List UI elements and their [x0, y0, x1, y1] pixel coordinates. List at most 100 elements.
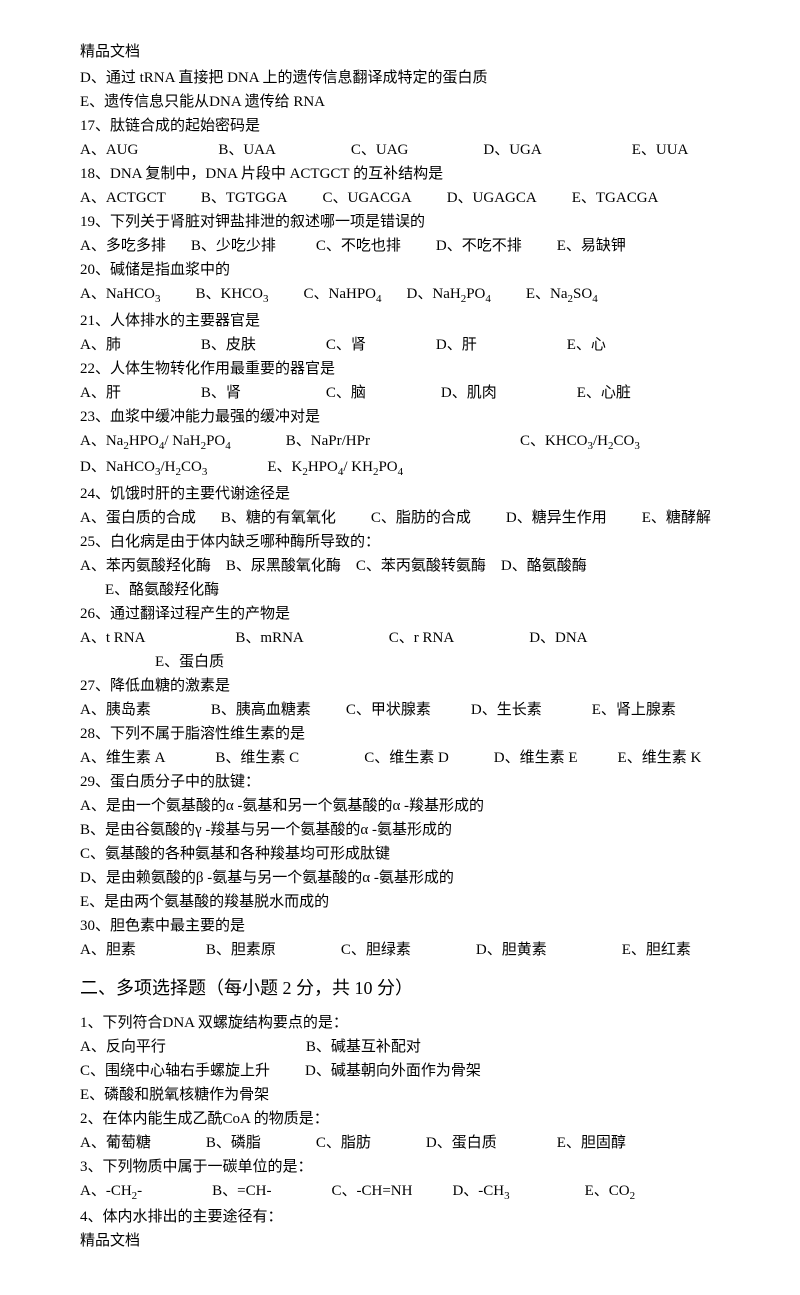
option: E、CO2: [585, 1179, 636, 1206]
option: A、多吃多排: [80, 234, 166, 258]
option: D、肌肉: [441, 381, 497, 405]
option: E、TGACGA: [572, 186, 659, 210]
option-row: A、胰岛素B、胰高血糖素C、甲状腺素D、生长素E、肾上腺素: [80, 698, 720, 722]
option-row: A、维生素 AB、维生素 CC、维生素 DD、维生素 EE、维生素 K: [80, 746, 720, 770]
option: D、酪氨酸酶: [501, 554, 587, 578]
section-title: 二、多项选择题（每小题 2 分，共 10 分）: [80, 974, 720, 1003]
footer: 精品文档: [80, 1229, 720, 1253]
option: D、维生素 E: [494, 746, 578, 770]
option: C、肾: [326, 333, 366, 357]
option: C、围绕中心轴右手螺旋上升: [80, 1059, 270, 1083]
option: B、=CH-: [212, 1179, 271, 1203]
option-row: D、NaHCO3/H2CO3 E、K2HPO4/ KH2PO4: [80, 455, 720, 482]
question: 29、蛋白质分子中的肽键：: [80, 770, 720, 794]
option-row: A、蛋白质的合成B、糖的有氧氧化C、脂肪的合成D、糖异生作用E、糖酵解: [80, 506, 720, 530]
option: C、脑: [326, 381, 366, 405]
option: E、维生素 K: [618, 746, 702, 770]
question: 22、人体生物转化作用最重要的器官是: [80, 357, 720, 381]
option: B、mRNA: [235, 626, 303, 650]
option: D、DNA: [529, 626, 587, 650]
option: C、NaHPO4: [304, 282, 382, 309]
option: B、KHCO3: [196, 282, 269, 309]
option: E、心脏: [577, 381, 631, 405]
option: A、肝: [80, 381, 121, 405]
option-row: C、围绕中心轴右手螺旋上升 D、碱基朝向外面作为骨架: [80, 1059, 720, 1083]
option: B、糖的有氧氧化: [221, 506, 336, 530]
option: D、UGAGCA: [447, 186, 537, 210]
option: B、维生素 C: [215, 746, 299, 770]
option: D、胆黄素: [476, 938, 547, 962]
option: C、UAG: [351, 138, 409, 162]
option: A、-CH2-: [80, 1179, 142, 1206]
option: A、苯丙氨酸羟化酶: [80, 554, 211, 578]
option: C、甲状腺素: [346, 698, 431, 722]
option: D、是由赖氨酸的β -氨基与另一个氨基酸的α -氨基形成的: [80, 866, 720, 890]
question: 25、白化病是由于体内缺乏哪种酶所导致的：: [80, 530, 720, 554]
option: B、胆素原: [206, 938, 276, 962]
option: C、-CH=NH: [331, 1179, 412, 1203]
option: D、NaH2PO4: [407, 282, 491, 309]
option: D、生长素: [471, 698, 542, 722]
option: B、肾: [201, 381, 241, 405]
option: D、糖异生作用: [506, 506, 607, 530]
option: C、氨基酸的各种氨基和各种羧基均可形成肽键: [80, 842, 720, 866]
option-row: A、t RNAB、mRNAC、r RNAD、DNAE、蛋白质: [80, 626, 720, 674]
option: B、尿黑酸氧化酶: [226, 554, 341, 578]
question: 4、体内水排出的主要途径有：: [80, 1205, 720, 1229]
question: 2、在体内能生成乙酰CoA 的物质是：: [80, 1107, 720, 1131]
question: 3、下列物质中属于一碳单位的是：: [80, 1155, 720, 1179]
option: C、UGACGA: [323, 186, 412, 210]
option: D、UGA: [483, 138, 541, 162]
option: E、遗传信息只能从DNA 遗传给 RNA: [80, 90, 720, 114]
option: A、是由一个氨基酸的α -氨基和另一个氨基酸的α -羧基形成的: [80, 794, 720, 818]
option: E、心: [567, 333, 606, 357]
option: B、少吃少排: [191, 234, 276, 258]
option: C、维生素 D: [364, 746, 449, 770]
option: A、肺: [80, 333, 121, 357]
question: 27、降低血糖的激素是: [80, 674, 720, 698]
option: D、NaHCO3/H2CO3: [80, 455, 207, 482]
question: 24、饥饿时肝的主要代谢途径是: [80, 482, 720, 506]
option: E、肾上腺素: [592, 698, 676, 722]
option: A、胆素: [80, 938, 136, 962]
option: A、t RNA: [80, 626, 145, 650]
option-row: A、-CH2-B、=CH-C、-CH=NHD、-CH3E、CO2: [80, 1179, 720, 1206]
option: D、蛋白质: [426, 1131, 497, 1155]
question: 18、DNA 复制中，DNA 片段中 ACTGCT 的互补结构是: [80, 162, 720, 186]
option: C、不吃也排: [316, 234, 401, 258]
option-row: A、Na2HPO4/ NaH2PO4B、NaPr/HPrC、KHCO3/H2CO…: [80, 429, 720, 456]
question: 30、胆色素中最主要的是: [80, 914, 720, 938]
option: C、胆绿素: [341, 938, 411, 962]
option: E、蛋白质: [155, 650, 224, 674]
question: 23、血浆中缓冲能力最强的缓冲对是: [80, 405, 720, 429]
option-row: A、反向平行B、碱基互补配对: [80, 1035, 720, 1059]
option: C、苯丙氨酸转氨酶: [356, 554, 486, 578]
header: 精品文档: [80, 40, 720, 64]
option: B、皮肤: [201, 333, 256, 357]
option: D、通过 tRNA 直接把 DNA 上的遗传信息翻译成特定的蛋白质: [80, 66, 720, 90]
option-row: A、胆素 B、胆素原 C、胆绿素 D、胆黄素 E、胆红素: [80, 938, 720, 962]
option: A、NaHCO3: [80, 282, 161, 309]
option: E、UUA: [632, 138, 689, 162]
option: E、糖酵解: [642, 506, 711, 530]
question: 19、下列关于肾脏对钾盐排泄的叙述哪一项是错误的: [80, 210, 720, 234]
option: A、ACTGCT: [80, 186, 166, 210]
option: C、KHCO3/H2CO3: [520, 429, 640, 456]
option: E、磷酸和脱氧核糖作为骨架: [80, 1083, 720, 1107]
option-row: A、NaHCO3 B、KHCO3 C、NaHPO4 D、NaH2PO4 E、Na2SO4: [80, 282, 720, 309]
option: E、胆红素: [622, 938, 691, 962]
option: B、是由谷氨酸的γ -羧基与另一个氨基酸的α -氨基形成的: [80, 818, 720, 842]
option: A、AUG: [80, 138, 138, 162]
option-row: A、肺 B、皮肤 C、肾 D、肝 E、心: [80, 333, 720, 357]
question: 28、下列不属于脂溶性维生素的是: [80, 722, 720, 746]
option: B、UAA: [218, 138, 276, 162]
option-row: A、ACTGCTB、TGTGGAC、UGACGAD、UGAGCAE、TGACGA: [80, 186, 720, 210]
option: E、Na2SO4: [526, 282, 598, 309]
option: E、易缺钾: [557, 234, 626, 258]
option: A、葡萄糖: [80, 1131, 151, 1155]
question: 20、碱储是指血浆中的: [80, 258, 720, 282]
option: D、碱基朝向外面作为骨架: [305, 1059, 481, 1083]
option: A、胰岛素: [80, 698, 151, 722]
option: D、肝: [436, 333, 477, 357]
option: E、K2HPO4/ KH2PO4: [267, 455, 403, 482]
